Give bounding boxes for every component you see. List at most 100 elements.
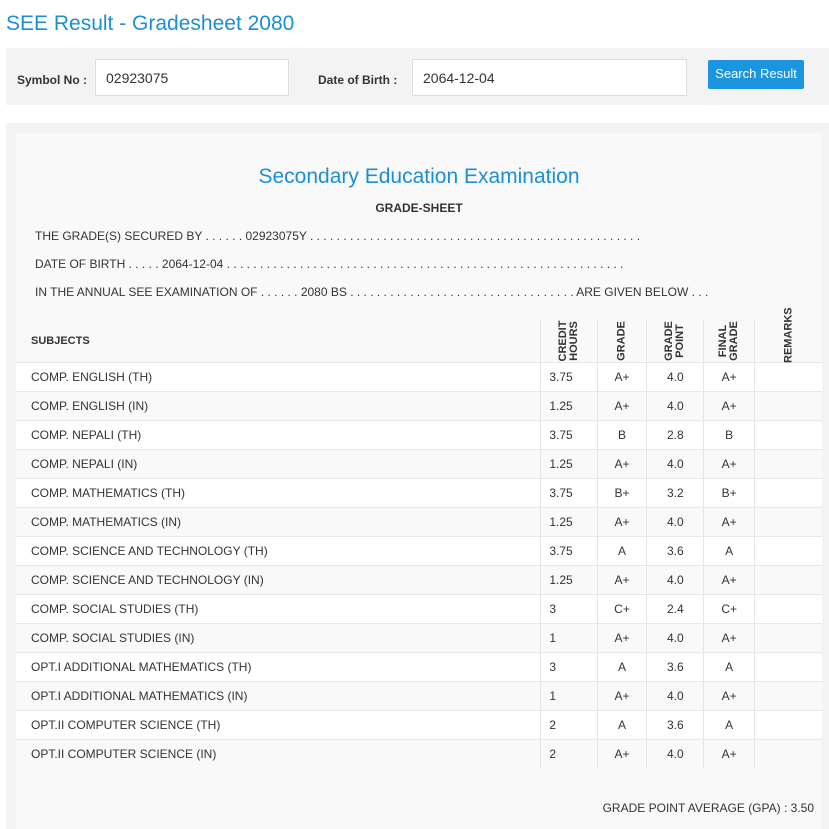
info-line: IN THE ANNUAL SEE EXAMINATION OF . . . .… bbox=[35, 285, 709, 299]
table-row: COMP. ENGLISH (IN) 1.25 A+ 4.0 A+ bbox=[16, 391, 822, 421]
remarks-cell bbox=[754, 623, 822, 653]
subject: COMP. MATHEMATICS (TH) bbox=[16, 478, 541, 508]
cell: 2.8 bbox=[646, 420, 704, 450]
subject: COMP. SCIENCE AND TECHNOLOGY (TH) bbox=[16, 536, 541, 566]
remarks-cell bbox=[754, 536, 822, 566]
cell: 4.0 bbox=[646, 362, 704, 392]
cell: A bbox=[703, 710, 755, 740]
column-header-text: GRADE bbox=[615, 321, 628, 361]
table-row: COMP. NEPALI (TH) 3.75 B 2.8 B bbox=[16, 420, 822, 450]
remarks-cell bbox=[754, 507, 822, 537]
cell: 3.75 bbox=[540, 420, 598, 450]
subject: COMP. SOCIAL STUDIES (TH) bbox=[16, 594, 541, 624]
cell: 1 bbox=[540, 623, 598, 653]
column-header-text: CREDIT HOURS bbox=[556, 320, 580, 362]
subject: COMP. ENGLISH (TH) bbox=[16, 362, 541, 392]
gpa: GRADE POINT AVERAGE (GPA) : 3.50 bbox=[602, 801, 814, 815]
remarks-cell bbox=[754, 391, 822, 421]
remarks-cell bbox=[754, 681, 822, 711]
column-header: SUBJECTS bbox=[31, 335, 90, 347]
cell: 4.0 bbox=[646, 623, 704, 653]
table-row: OPT.I ADDITIONAL MATHEMATICS (TH) 3 A 3.6 A bbox=[16, 652, 822, 682]
remarks-cell bbox=[754, 565, 822, 595]
subject: COMP. NEPALI (TH) bbox=[16, 420, 541, 450]
subject: OPT.I ADDITIONAL MATHEMATICS (IN) bbox=[16, 681, 541, 711]
dob-input[interactable]: 2064-12-04 bbox=[412, 59, 687, 96]
subject: COMP. ENGLISH (IN) bbox=[16, 391, 541, 421]
cell: 4.0 bbox=[646, 507, 704, 537]
info-line: THE GRADE(S) SECURED BY . . . . . . 0292… bbox=[35, 229, 641, 243]
symbol-input[interactable]: 02923075 bbox=[95, 59, 289, 96]
cell: A+ bbox=[703, 739, 755, 768]
cell: 4.0 bbox=[646, 565, 704, 595]
cell: A bbox=[596, 536, 647, 566]
column-header-text: GRADE POINT bbox=[663, 321, 687, 361]
cell: 2 bbox=[540, 739, 598, 768]
cell: 3.2 bbox=[646, 478, 704, 508]
cell: 3.6 bbox=[646, 536, 704, 566]
column-header: FINAL GRADE bbox=[703, 320, 755, 363]
cell: A bbox=[596, 710, 647, 740]
cell: A+ bbox=[596, 565, 647, 595]
remarks-cell bbox=[754, 449, 822, 479]
remarks-cell bbox=[754, 594, 822, 624]
table-row: OPT.II COMPUTER SCIENCE (TH) 2 A 3.6 A bbox=[16, 710, 822, 740]
subject: COMP. SOCIAL STUDIES (IN) bbox=[16, 623, 541, 653]
cell: 3.75 bbox=[540, 536, 598, 566]
subject: OPT.II COMPUTER SCIENCE (IN) bbox=[16, 739, 541, 768]
subject: COMP. NEPALI (IN) bbox=[16, 449, 541, 479]
column-header: GRADE POINT bbox=[646, 320, 704, 363]
cell: C+ bbox=[703, 594, 755, 624]
field-label: Date of Birth : bbox=[318, 73, 398, 87]
sheet-subtitle: GRADE-SHEET bbox=[375, 201, 463, 215]
column-header: CREDIT HOURS bbox=[540, 320, 598, 363]
cell: 1 bbox=[540, 681, 598, 711]
remarks-cell bbox=[754, 710, 822, 740]
table-row: OPT.II COMPUTER SCIENCE (IN) 2 A+ 4.0 A+ bbox=[16, 739, 822, 768]
cell: A+ bbox=[703, 681, 755, 711]
table-row: COMP. NEPALI (IN) 1.25 A+ 4.0 A+ bbox=[16, 449, 822, 479]
table-row: COMP. SCIENCE AND TECHNOLOGY (IN) 1.25 A+ 4… bbox=[16, 565, 822, 595]
cell: 4.0 bbox=[646, 449, 704, 479]
cell: A+ bbox=[703, 391, 755, 421]
cell: B+ bbox=[703, 478, 755, 508]
cell: 3.6 bbox=[646, 710, 704, 740]
remarks-cell bbox=[754, 362, 822, 392]
info-line: DATE OF BIRTH . . . . . 2064-12-04 . . .… bbox=[35, 257, 624, 271]
remarks-cell bbox=[754, 652, 822, 682]
cell: A+ bbox=[703, 623, 755, 653]
sheet-title: Secondary Education Examination bbox=[258, 165, 580, 188]
table-row: COMP. ENGLISH (TH) 3.75 A+ 4.0 A+ bbox=[16, 362, 822, 392]
cell: A+ bbox=[596, 681, 647, 711]
cell: 4.0 bbox=[646, 391, 704, 421]
cell: B+ bbox=[596, 478, 647, 508]
column-header: REMARKS bbox=[754, 307, 822, 363]
cell: A+ bbox=[703, 507, 755, 537]
remarks-cell bbox=[754, 739, 822, 768]
cell: 3 bbox=[540, 652, 598, 682]
cell: 1.25 bbox=[540, 391, 598, 421]
table-row: COMP. SOCIAL STUDIES (TH) 3 C+ 2.4 C+ bbox=[16, 594, 822, 624]
cell: 1.25 bbox=[540, 449, 598, 479]
column-header: GRADE bbox=[596, 320, 647, 363]
cell: A+ bbox=[596, 449, 647, 479]
cell: 4.0 bbox=[646, 739, 704, 768]
cell: B bbox=[703, 420, 755, 450]
cell: 1.25 bbox=[540, 507, 598, 537]
cell: A+ bbox=[703, 449, 755, 479]
cell: 3.75 bbox=[540, 478, 598, 508]
column-header-text: REMARKS bbox=[782, 307, 795, 363]
cell: A bbox=[596, 652, 647, 682]
remarks-cell bbox=[754, 420, 822, 450]
grade-table: SUBJECTS CREDIT HOURS GRADE GRADE POINT FINA… bbox=[16, 307, 822, 768]
cell: A bbox=[703, 536, 755, 566]
cell: A+ bbox=[596, 623, 647, 653]
cell: 3 bbox=[540, 594, 598, 624]
search-button[interactable]: Search Result bbox=[708, 60, 804, 89]
cell: 3.75 bbox=[540, 362, 598, 392]
table-row: COMP. MATHEMATICS (TH) 3.75 B+ 3.2 B+ bbox=[16, 478, 822, 508]
gradesheet-body: Secondary Education Examination GRADE-SH… bbox=[16, 133, 822, 829]
table-row: COMP. MATHEMATICS (IN) 1.25 A+ 4.0 A+ bbox=[16, 507, 822, 537]
cell: B bbox=[596, 420, 647, 450]
